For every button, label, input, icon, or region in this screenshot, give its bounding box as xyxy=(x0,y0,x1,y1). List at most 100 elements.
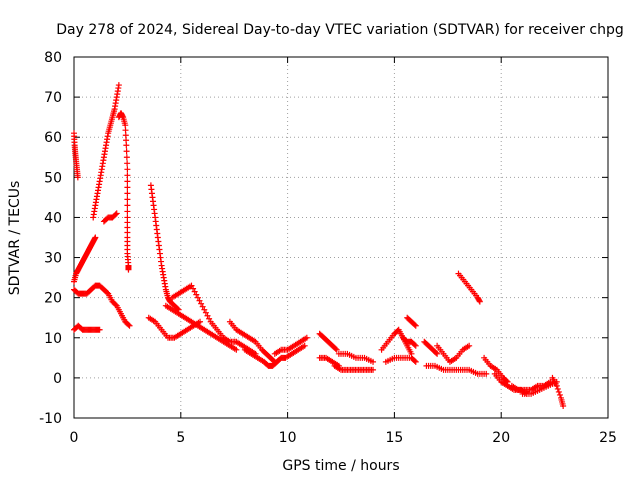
series-arc-a xyxy=(71,234,99,285)
data-point xyxy=(434,350,441,357)
data-point xyxy=(124,178,131,185)
data-point xyxy=(233,346,240,353)
data-point xyxy=(196,297,203,304)
y-tick-label: 20 xyxy=(44,291,62,307)
y-tick-label: 60 xyxy=(44,130,62,146)
data-point xyxy=(483,370,490,377)
series-arc-d xyxy=(71,322,103,333)
data-point xyxy=(123,142,130,149)
data-point xyxy=(199,303,206,310)
data-point xyxy=(125,266,132,273)
data-point xyxy=(124,190,131,197)
data-point xyxy=(206,315,213,322)
data-point xyxy=(122,122,129,129)
data-point xyxy=(556,391,563,398)
x-tick-label: 20 xyxy=(492,430,510,446)
data-point xyxy=(115,82,122,89)
series-arc-b xyxy=(71,130,81,181)
data-point xyxy=(193,291,200,298)
y-axis-label: SDTVAR / TECUs xyxy=(7,181,23,296)
series-arc-m xyxy=(241,342,308,369)
x-axis-label: GPS time / hours xyxy=(282,458,399,474)
series-arc-l xyxy=(226,318,278,365)
data-point xyxy=(466,342,473,349)
plot-frame xyxy=(73,56,609,419)
series-arc-v xyxy=(399,334,419,349)
data-point xyxy=(198,300,205,307)
data-point xyxy=(553,382,560,389)
data-point xyxy=(202,309,209,316)
x-tick-label: 10 xyxy=(279,430,297,446)
data-point xyxy=(124,202,131,209)
data-point xyxy=(112,301,119,308)
data-point xyxy=(303,334,310,341)
data-point xyxy=(204,312,211,319)
data-point xyxy=(104,289,111,296)
data-point xyxy=(124,166,131,173)
series-arc-f xyxy=(100,210,120,225)
data-point xyxy=(301,342,308,349)
data-point xyxy=(124,196,131,203)
data-point xyxy=(124,224,131,231)
data-point xyxy=(554,385,561,392)
series-arc-e xyxy=(90,82,122,221)
data-point xyxy=(197,318,204,325)
y-tick-label: 70 xyxy=(44,90,62,106)
data-point xyxy=(74,174,81,181)
data-point xyxy=(412,342,419,349)
x-tick-label: 0 xyxy=(70,430,79,446)
series-arc-g xyxy=(115,110,132,273)
series-arc-aa xyxy=(481,354,511,385)
data-point xyxy=(333,346,340,353)
chart-title: Day 278 of 2024, Sidereal Day-to-day VTE… xyxy=(56,22,624,38)
data-point xyxy=(122,132,129,139)
grid xyxy=(74,57,608,418)
data-point xyxy=(124,160,131,167)
series-arc-j xyxy=(162,302,240,353)
data-point xyxy=(412,322,419,329)
data-point xyxy=(411,357,418,364)
data-point xyxy=(560,402,567,409)
data-point xyxy=(124,184,131,191)
series-arc-h xyxy=(147,182,182,313)
data-point xyxy=(411,341,418,348)
data-point xyxy=(191,288,198,295)
series-arc-z xyxy=(455,270,483,305)
data-point xyxy=(92,234,99,241)
series-arc-i xyxy=(145,314,204,341)
data-point xyxy=(96,326,103,333)
data-point xyxy=(125,321,132,328)
series-arc-k xyxy=(169,282,259,357)
series-arc-q xyxy=(331,362,377,373)
data-point xyxy=(126,322,133,329)
data-point xyxy=(124,172,131,179)
x-tick-label: 15 xyxy=(385,430,403,446)
data-point xyxy=(123,154,130,161)
series-arc-w xyxy=(421,338,441,357)
data-point xyxy=(113,210,120,217)
data-point xyxy=(124,208,131,215)
y-tick-label: 80 xyxy=(44,50,62,66)
data-point xyxy=(123,137,130,144)
series-arc-p xyxy=(316,354,342,369)
series-arc-r xyxy=(335,350,377,365)
data-point xyxy=(124,214,131,221)
series-arc-s xyxy=(378,326,415,357)
series-arc-ad xyxy=(519,378,560,397)
y-tick-label: -10 xyxy=(39,411,62,427)
series-arc-ae xyxy=(549,374,567,409)
data-point xyxy=(332,345,339,352)
axis-ticks: 0 5 10 15 20 25 -10 0 10 20 30 40 50 60 70 80 xyxy=(39,50,617,446)
data-point xyxy=(201,306,208,313)
data-point xyxy=(476,298,483,305)
series-arc-t xyxy=(382,354,419,365)
data-point xyxy=(370,366,377,373)
data-point xyxy=(555,388,562,395)
y-tick-label: 30 xyxy=(44,251,62,267)
data-point xyxy=(122,127,129,134)
data-point xyxy=(370,358,377,365)
data-point xyxy=(412,358,419,365)
y-tick-label: 40 xyxy=(44,210,62,226)
y-tick-label: 10 xyxy=(44,331,62,347)
